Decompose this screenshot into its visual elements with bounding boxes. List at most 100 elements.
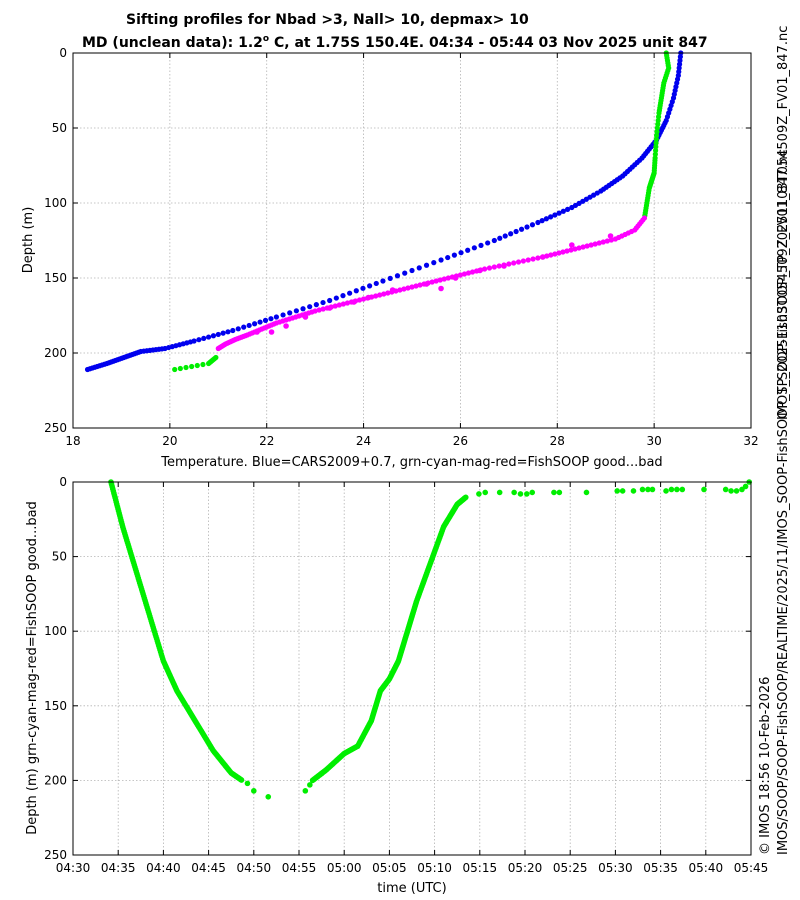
x-tick-label: 05:40: [689, 861, 724, 875]
data-point: [365, 294, 372, 301]
x-tick-label: 18: [65, 434, 80, 448]
x-tick-label: 04:55: [282, 861, 317, 875]
data-point: [556, 489, 563, 496]
data-point: [246, 322, 252, 329]
data-point: [268, 329, 275, 335]
y-tick-label: 100: [44, 624, 67, 638]
data-point: [652, 147, 659, 154]
x-tick-label: 24: [356, 434, 371, 448]
x-tick-label: 05:10: [417, 861, 452, 875]
data-point: [438, 285, 444, 292]
data-point: [172, 366, 178, 373]
x-tick-label: 04:40: [146, 861, 181, 875]
data-point: [351, 299, 357, 305]
data-point: [525, 257, 531, 263]
data-point: [356, 297, 363, 303]
data-point: [653, 136, 659, 142]
data-point: [588, 242, 594, 248]
data-point: [676, 69, 682, 75]
data-point: [482, 266, 488, 272]
data-point: [265, 794, 272, 800]
top-chart-grid: [73, 53, 751, 428]
bottom-chart-ylabel: Depth (m) grn-cyan-mag-red=FishSOOP good…: [25, 501, 40, 835]
data-point: [676, 65, 682, 71]
side-credit-line2: IMOS/SOOP/SOOP-FishSOOP/REALTIME/2025/11…: [776, 149, 791, 855]
data-point: [543, 216, 549, 222]
top-chart-ylabel: Depth (m): [21, 207, 36, 274]
data-point: [539, 254, 546, 260]
data-point: [508, 231, 514, 237]
data-point: [513, 228, 519, 235]
data-point: [572, 246, 578, 252]
data-point: [619, 488, 626, 494]
y-tick-label: 150: [44, 699, 67, 713]
x-tick-label: 04:35: [101, 861, 136, 875]
y-tick-label: 0: [59, 46, 67, 60]
data-point: [515, 259, 522, 265]
data-point: [210, 333, 217, 339]
data-point: [201, 335, 207, 341]
data-point: [478, 242, 484, 248]
x-tick-label: 04:50: [237, 861, 272, 875]
data-point: [320, 306, 326, 312]
data-point: [394, 273, 401, 279]
data-point: [196, 337, 202, 343]
series-fishsoop-good-points-: [244, 479, 752, 800]
data-point: [583, 489, 590, 496]
data-point: [409, 284, 415, 290]
data-point: [268, 316, 274, 322]
data-point: [482, 489, 489, 496]
side-filename: IMOS_SOOP-FishSOOP_TP_20251103T054509Z_F…: [776, 26, 791, 420]
data-point: [539, 218, 545, 224]
data-point: [416, 265, 422, 271]
data-point: [511, 489, 517, 496]
data-point: [389, 287, 396, 293]
top-chart-frame: [72, 52, 752, 429]
data-point: [302, 788, 309, 794]
x-tick-label: 32: [743, 434, 758, 448]
data-point: [336, 302, 342, 308]
data-point: [469, 269, 476, 275]
data-point: [584, 243, 590, 249]
data-point: [580, 244, 586, 250]
data-point: [630, 488, 637, 494]
x-tick-label: 05:20: [508, 861, 543, 875]
temperature-depth-chart: 18 20 22 24 26 28 30 32 0 50 100 150 200 250 Temperat…: [21, 46, 759, 470]
chart-title-degree: o: [263, 34, 269, 44]
data-point: [701, 486, 707, 493]
chart-title-line2-a: MD (unclean data): 1.2: [82, 35, 263, 51]
data-point: [653, 144, 659, 150]
data-point: [653, 132, 660, 139]
data-point: [230, 327, 236, 334]
data-point: [385, 290, 391, 296]
data-point: [535, 255, 541, 261]
series-fishsoop-good: [172, 50, 672, 373]
data-point: [476, 491, 482, 497]
data-point: [360, 285, 366, 291]
data-point: [485, 240, 491, 246]
x-tick-label: 22: [259, 434, 274, 448]
data-point: [344, 300, 351, 306]
data-point: [733, 488, 740, 494]
data-point: [742, 483, 749, 490]
data-point: [177, 365, 183, 372]
data-point: [235, 326, 241, 332]
data-point: [465, 247, 471, 253]
data-point: [676, 61, 683, 67]
data-point: [652, 151, 658, 157]
data-point: [300, 306, 306, 312]
y-tick-label: 50: [52, 550, 67, 564]
data-point: [252, 321, 258, 327]
data-point: [438, 257, 444, 263]
data-point: [564, 248, 570, 254]
data-point: [518, 226, 525, 232]
data-point: [451, 252, 457, 258]
data-point: [654, 125, 660, 131]
bottom-chart-frame: [72, 481, 752, 856]
data-point: [84, 366, 91, 373]
data-point: [520, 258, 526, 264]
data-point: [241, 324, 247, 330]
series-fishsoop-mag: [215, 215, 648, 352]
data-point: [413, 283, 419, 289]
data-point: [373, 280, 379, 287]
